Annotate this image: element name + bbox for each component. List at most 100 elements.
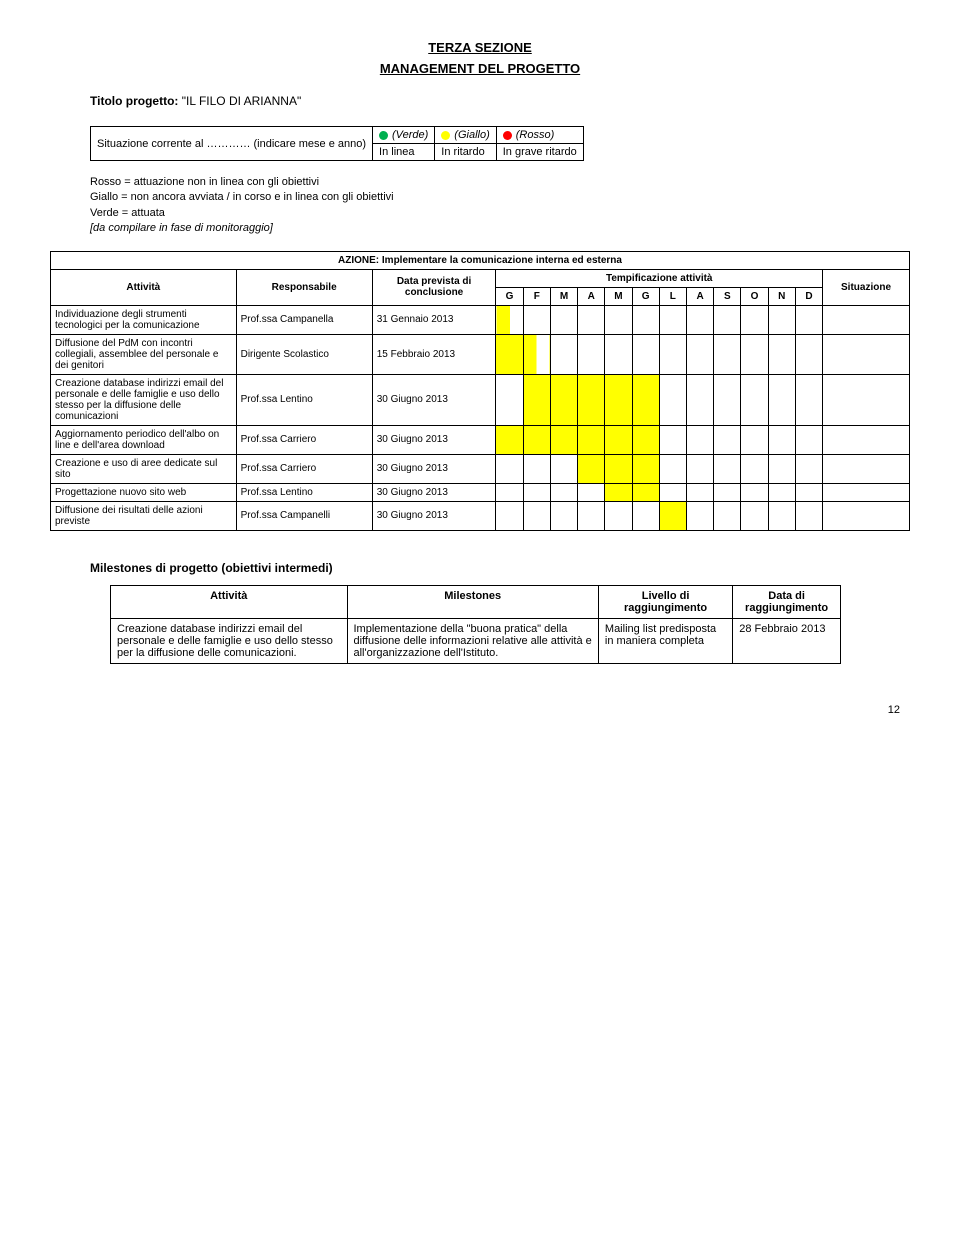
cell-month xyxy=(578,425,605,454)
cell-attivita: Progettazione nuovo sito web xyxy=(51,483,237,501)
azione-header: AZIONE: Implementare la comunicazione in… xyxy=(51,251,910,269)
gantt-row: Creazione e uso di aree dedicate sul sit… xyxy=(51,454,910,483)
cell-month xyxy=(523,305,550,334)
status-inlinea: In linea xyxy=(373,144,435,161)
th-month: L xyxy=(659,287,686,305)
th-responsabile: Responsabile xyxy=(236,269,372,305)
status-left: Situazione corrente al ………… (indicare me… xyxy=(91,127,373,161)
note-line: [da compilare in fase di monitoraggio] xyxy=(90,221,910,236)
cell-attivita: Diffusione del PdM con incontri collegia… xyxy=(51,334,237,374)
m-milestones: Implementazione della "buona pratica" de… xyxy=(347,618,598,663)
status-rosso: (Rosso) xyxy=(496,127,583,144)
cell-month xyxy=(768,483,795,501)
cell-attivita: Aggiornamento periodico dell'albo on lin… xyxy=(51,425,237,454)
cell-attivita: Diffusione dei risultati delle azioni pr… xyxy=(51,501,237,530)
cell-responsabile: Dirigente Scolastico xyxy=(236,334,372,374)
cell-month xyxy=(768,305,795,334)
cell-responsabile: Prof.ssa Campanelli xyxy=(236,501,372,530)
cell-responsabile: Prof.ssa Lentino xyxy=(236,374,372,425)
cell-month xyxy=(632,454,659,483)
milestones-table: Attività Milestones Livello di raggiungi… xyxy=(110,585,841,664)
cell-month xyxy=(795,501,822,530)
cell-month xyxy=(496,374,523,425)
cell-situazione xyxy=(823,305,910,334)
dot-green-icon xyxy=(379,131,388,140)
cell-month xyxy=(741,425,768,454)
mth-milestones: Milestones xyxy=(347,585,598,618)
cell-month xyxy=(714,305,741,334)
cell-month xyxy=(795,374,822,425)
cell-situazione xyxy=(823,374,910,425)
cell-month xyxy=(768,501,795,530)
cell-month xyxy=(768,374,795,425)
th-month: N xyxy=(768,287,795,305)
cell-month xyxy=(496,305,523,334)
cell-responsabile: Prof.ssa Campanella xyxy=(236,305,372,334)
mth-attivita: Attività xyxy=(111,585,348,618)
th-attivita: Attività xyxy=(51,269,237,305)
cell-month xyxy=(605,454,632,483)
cell-date: 30 Giugno 2013 xyxy=(372,501,496,530)
cell-month xyxy=(605,305,632,334)
cell-month xyxy=(578,454,605,483)
page-number: 12 xyxy=(50,704,910,716)
cell-month xyxy=(768,334,795,374)
th-month: F xyxy=(523,287,550,305)
cell-month xyxy=(632,501,659,530)
cell-month xyxy=(714,334,741,374)
cell-month xyxy=(578,305,605,334)
cell-month xyxy=(605,374,632,425)
th-month: S xyxy=(714,287,741,305)
cell-month xyxy=(578,334,605,374)
note-line: Giallo = non ancora avviata / in corso e… xyxy=(90,190,910,205)
cell-month xyxy=(741,374,768,425)
th-month: M xyxy=(550,287,577,305)
cell-month xyxy=(496,425,523,454)
gantt-row: Individuazione degli strumenti tecnologi… xyxy=(51,305,910,334)
cell-month xyxy=(578,374,605,425)
status-verde-label: (Verde) xyxy=(392,129,428,141)
cell-responsabile: Prof.ssa Lentino xyxy=(236,483,372,501)
cell-month xyxy=(550,305,577,334)
cell-month xyxy=(605,501,632,530)
subtitle: MANAGEMENT DEL PROGETTO xyxy=(50,61,910,76)
th-month: M xyxy=(605,287,632,305)
cell-month xyxy=(550,501,577,530)
cell-date: 31 Gennaio 2013 xyxy=(372,305,496,334)
cell-month xyxy=(632,334,659,374)
th-month: A xyxy=(578,287,605,305)
cell-month xyxy=(605,483,632,501)
cell-month xyxy=(659,374,686,425)
project-title: Titolo progetto: "IL FILO DI ARIANNA" xyxy=(90,94,910,108)
cell-month xyxy=(741,334,768,374)
cell-month xyxy=(659,454,686,483)
cell-month xyxy=(741,305,768,334)
cell-month xyxy=(550,374,577,425)
cell-month xyxy=(523,454,550,483)
cell-situazione xyxy=(823,334,910,374)
status-rosso-label: (Rosso) xyxy=(516,129,555,141)
cell-month xyxy=(632,425,659,454)
cell-month xyxy=(523,483,550,501)
cell-month xyxy=(659,305,686,334)
status-giallo: (Giallo) xyxy=(435,127,496,144)
th-month: G xyxy=(632,287,659,305)
th-tempif: Tempificazione attività xyxy=(496,269,823,287)
cell-month xyxy=(550,334,577,374)
gantt-row: Creazione database indirizzi email del p… xyxy=(51,374,910,425)
cell-attivita: Creazione e uso di aree dedicate sul sit… xyxy=(51,454,237,483)
cell-month xyxy=(714,425,741,454)
cell-month xyxy=(605,334,632,374)
cell-situazione xyxy=(823,483,910,501)
cell-date: 30 Giugno 2013 xyxy=(372,425,496,454)
cell-month xyxy=(550,425,577,454)
project-name: "IL FILO DI ARIANNA" xyxy=(182,94,301,108)
cell-month xyxy=(686,425,713,454)
note-line: Verde = attuata xyxy=(90,206,910,221)
cell-month xyxy=(523,334,550,374)
cell-month xyxy=(795,305,822,334)
cell-month xyxy=(578,501,605,530)
cell-attivita: Individuazione degli strumenti tecnologi… xyxy=(51,305,237,334)
cell-month xyxy=(523,425,550,454)
section-heading: TERZA SEZIONE xyxy=(50,40,910,55)
